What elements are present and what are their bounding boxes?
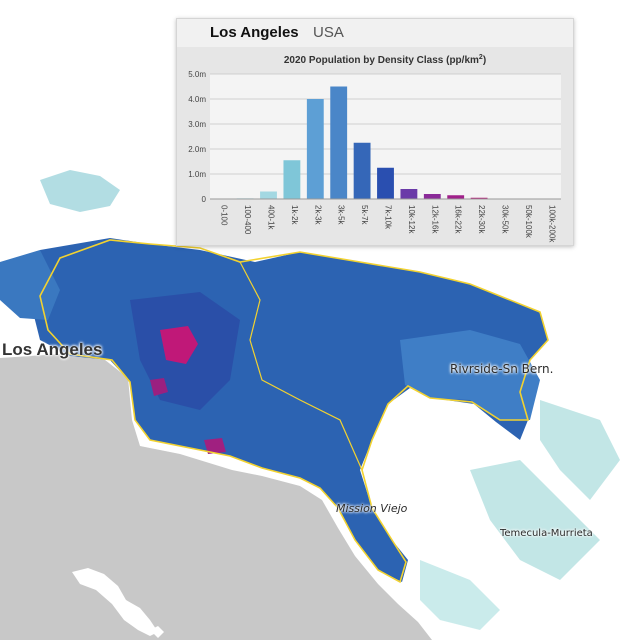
peak-density-spot-2 [204,438,226,454]
light-density-south-strip [420,560,500,630]
bar-12k-16k[interactable] [423,194,441,199]
y-tick-label: 4.0m [188,95,206,104]
map-label-mission-viejo: Mission Viejo [336,502,408,515]
x-tick-label: 22k-30k [477,205,486,234]
light-density-southeast [470,460,600,580]
y-tick-label: 1.0m [188,170,206,179]
bar-1k-2k[interactable] [283,160,301,199]
island-small [150,626,164,638]
x-tick-label: 3k-5k [337,205,346,226]
bar-400-1k[interactable] [260,191,277,200]
density-bar-chart: 2020 Population by Density Class (pp/km2… [177,47,573,245]
city-info-panel: Los Angeles USA 2020 Population by Densi… [176,18,574,246]
x-tick-label: 1k-2k [290,205,299,226]
map-label-temecula-murrieta: Temecula-Murrieta [500,528,593,539]
bar-7k-10k[interactable] [377,167,394,199]
panel-header: Los Angeles USA [177,19,573,47]
map-label-riverside-san-bernardino: Rivrside-Sn Bern. [450,362,554,376]
y-tick-label: 3.0m [188,120,206,129]
x-tick-label: 100k-200k [547,205,556,243]
ocean [0,354,432,640]
bar-10k-12k[interactable] [400,189,418,199]
x-tick-label: 12k-16k [430,205,439,234]
city-name: Los Angeles [210,24,299,41]
country-name: USA [313,24,344,41]
map-label-los-angeles: Los Angeles [2,340,103,359]
bar-5k-7k[interactable] [353,142,371,199]
x-tick-label: 30k-50k [501,205,510,234]
peak-density-spot-3 [150,378,168,396]
bar-2k-3k[interactable] [306,99,324,199]
peak-density-downtown [160,326,198,364]
bar-22k-30k[interactable] [470,197,488,199]
x-tick-label: 50k-100k [524,205,533,239]
chart-plot-area: 0 1.0m 2.0m 3.0m 4.0m 5.0m 0-100 100-400 400-1k 1… [188,70,561,243]
island-catalina [72,568,158,636]
bar-16k-22k[interactable] [447,195,465,199]
y-tick-label: 2.0m [188,145,206,154]
x-tick-label: 10k-12k [407,205,416,234]
light-density-north [40,170,120,212]
y-tick-label: 5.0m [188,70,206,79]
x-tick-label: 2k-3k [313,205,322,226]
urban-west-valley [0,250,60,320]
chart-title-main: 2020 Population by Density Class (pp/km [284,55,479,66]
urban-density-layer [0,170,620,630]
y-tick-label: 0 [202,195,207,204]
x-tick-label: 16k-22k [454,205,463,234]
chart-title-sup: 2 [479,54,483,61]
light-density-east [540,400,620,500]
chart-title: 2020 Population by Density Class (pp/km2… [284,54,486,66]
x-tick-label: 0-100 [220,205,229,226]
x-tick-label: 400-1k [267,205,276,230]
x-tick-label: 100-400 [243,205,252,235]
x-tick-label: 5k-7k [360,205,369,226]
bar-3k-5k[interactable] [330,86,348,200]
inner-boundary [239,261,363,471]
urban-inland-area [400,330,540,420]
chart-title-end: ) [483,55,486,66]
x-tick-label: 7k-10k [384,205,393,230]
